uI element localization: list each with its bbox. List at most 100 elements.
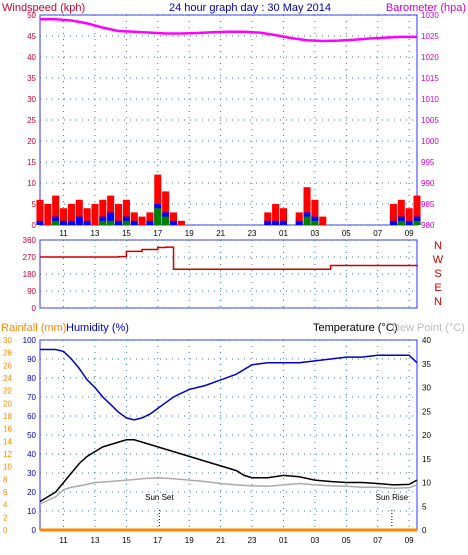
humidity-line [40,348,418,421]
direction-plot-frame [39,239,418,309]
humidity-tick: 50 [27,431,36,440]
time-tick: 13 [91,229,100,238]
humidity-tick: 60 [27,412,36,421]
compass-label: S [434,268,441,280]
time-tick: 03 [310,229,319,238]
humidity-tick: 10 [27,507,36,516]
wind-avg-bar [279,220,288,225]
time-tick: 23 [248,229,257,238]
time-tick: 09 [405,536,414,545]
wind-avg-bar [169,220,178,225]
wind-lull-bar [154,208,162,225]
temperature-tick: 15 [422,455,431,464]
compass-label: N [434,296,442,308]
windspeed-tick: 45 [27,32,36,41]
wind-avg-bar [36,220,44,225]
rainfall-tick: 6 [3,488,8,497]
time-tick: 07 [373,536,382,545]
wind-gust-bar [122,199,130,225]
rainfall-tick: 16 [3,425,12,434]
temperature-line [39,439,418,503]
barometer-tick: 1025 [421,32,439,41]
chart-title: 24 hour graph day : 30 May 2014 [169,2,331,14]
time-tick: 11 [59,536,68,545]
humidity-axis-label: Humidity (%) [66,322,129,334]
compass-label: W [433,254,444,266]
temperature-tick: 40 [422,336,431,345]
direction-tick: 90 [27,287,36,296]
barometer-tick: 1005 [421,116,439,125]
wind-plot-frame [39,14,418,226]
wind-avg-bar [67,220,75,225]
rainfall-tick: 26 [3,361,12,370]
temp-time-ticks: 11 13 15 17 19 21 23 01 03 05 07 09 [59,536,414,545]
time-tick: 17 [153,536,162,545]
wind-avg-bar [405,220,413,225]
dewpoint-line [39,476,418,505]
direction-tick: 360 [23,236,37,245]
humidity-ticks: 0 10 20 30 40 50 60 70 80 90 100 [23,336,37,535]
windspeed-tick: 10 [27,179,36,188]
wind-time-ticks: 11 13 15 17 19 21 23 01 03 05 07 09 [59,229,414,238]
rainfall-tick: 0 [3,526,8,535]
humidity-tick: 70 [27,393,36,402]
time-tick: 21 [216,536,225,545]
wind-gust-bar [405,208,413,225]
wind-avg-bar [115,220,123,225]
wind-lull-bar [52,220,60,225]
wind-gust-bar [36,199,44,225]
wind-gust-bar [99,199,107,225]
wind-avg-bar [389,220,397,225]
sun-annotation: Sun Rise [376,493,409,502]
wind-avg-bar [60,220,68,225]
humidity-tick: 100 [23,336,37,345]
wind-lull-bar [122,220,130,225]
wind-avg-bar [264,220,272,225]
wind-gust-bar [319,216,327,225]
time-tick: 09 [405,229,414,238]
barometer-tick: 980 [421,221,435,230]
compass-label: E [434,282,441,294]
temperature-axis-label: Temperature (°C) [313,322,397,334]
wind-gust-bar [60,208,68,225]
time-tick: 05 [342,536,351,545]
rainfall-tick: 24 [3,374,12,383]
time-tick: 15 [122,536,131,545]
time-tick: 17 [153,229,162,238]
rainfall-tick: 18 [3,412,12,421]
rainfall-tick: 4 [3,501,8,510]
rainfall-tick: 28 [3,349,12,358]
wind-gust-bar [177,220,185,225]
humidity-tick: 90 [27,355,36,364]
windspeed-tick: 30 [27,95,36,104]
barometer-ticks: 980 985 990 995 1000 1005 1010 1015 1020 1025 1030 [421,11,439,230]
compass-label: N [434,240,442,252]
wind-gust-bar [272,204,280,225]
wind-avg-bar [295,220,303,225]
time-tick: 19 [185,536,194,545]
windspeed-tick: 15 [27,158,36,167]
temperature-tick: 0 [422,526,427,535]
wind-gust-bar [264,212,272,225]
temp-plot-frame [39,339,418,531]
windspeed-tick: 35 [27,74,36,83]
wind-lull-bar [413,220,421,225]
sun-annotation: Sun Set [145,493,174,502]
time-tick: 21 [216,229,225,238]
rainfall-tick: 22 [3,387,12,396]
barometer-tick: 990 [421,179,435,188]
wind-avg-bar [146,220,154,225]
barometer-line [40,17,417,43]
barometer-axis-label: Barometer (hpa) [386,2,466,14]
direction-tick: 0 [32,304,37,313]
wind-lull-bar [107,220,115,225]
wind-gust-bar [413,195,421,225]
barometer-tick: 1010 [421,95,439,104]
wind-gust-bar [295,212,303,225]
direction-tick: 180 [23,270,37,279]
